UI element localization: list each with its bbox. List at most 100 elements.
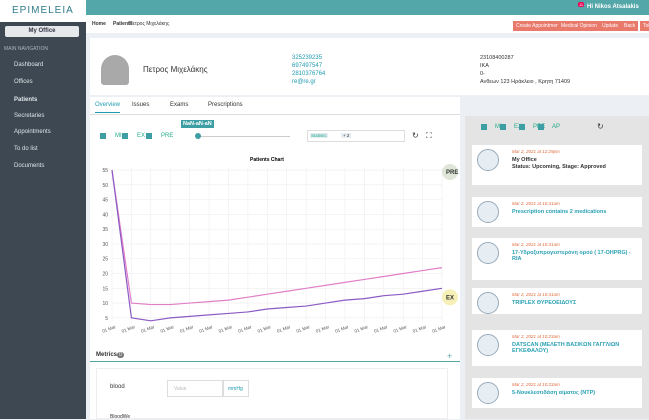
timeline-item[interactable]: Mar 2, 2021 at 10:41am 17-Υδροξυπρογεστερ…	[472, 238, 642, 280]
patient-detail: 23108400287	[480, 55, 514, 61]
y-tick-label: 10	[102, 301, 108, 307]
statistic-select[interactable]	[307, 130, 405, 142]
y-tick-label: 15	[102, 286, 108, 292]
y-tick-label: 45	[102, 198, 108, 204]
action-button[interactable]: Medical Opinion	[558, 21, 600, 31]
notification-badge: 11	[578, 2, 585, 7]
tab[interactable]: Prescriptions	[208, 102, 243, 108]
breadcrumb-item[interactable]: Home	[92, 21, 106, 27]
refresh-icon[interactable]: ↻	[412, 131, 419, 140]
nav-item[interactable]: To do list	[14, 146, 38, 152]
timeline-title: 5-Νουκλεοτιδάση αίματος (NTP)	[512, 390, 596, 396]
x-tick-label: 01 Mar	[412, 324, 427, 334]
x-tick-label: 01 Mar	[431, 324, 446, 334]
timeline-icon	[477, 292, 499, 314]
timeline-icon	[477, 334, 499, 356]
nav-item[interactable]: Dashboard	[14, 62, 44, 68]
x-tick-label: 01 Mar	[393, 324, 408, 334]
timeline-filter[interactable]: AP	[538, 124, 560, 130]
data-line	[111, 169, 443, 306]
nav-item[interactable]: Patients	[14, 97, 38, 103]
metric-field: blood	[110, 384, 125, 390]
y-tick-label: 50	[102, 183, 108, 189]
tabs-divider	[90, 114, 460, 115]
statistic-count: + 2	[341, 133, 352, 138]
nav-item[interactable]: Documents	[14, 163, 45, 169]
metric-input[interactable]: Value	[167, 380, 223, 397]
user-name[interactable]: Hi Nikos Atsalakis	[587, 4, 639, 10]
top-bar	[86, 0, 649, 15]
action-button[interactable]: Back	[621, 21, 639, 31]
nav-item[interactable]: Offices	[14, 79, 33, 85]
timeline-filter[interactable]: MI	[481, 124, 502, 130]
timeline-filter[interactable]: EX	[500, 124, 522, 130]
metrics-add[interactable]: +	[447, 351, 453, 361]
breadcrumb-item[interactable]: Patients	[113, 21, 133, 27]
patient-detail: Ανθεων 123 Ηράκλειο , Κρητη 71409	[480, 79, 571, 85]
x-tick-label: 01 Mar	[121, 324, 136, 334]
timeline-date: Mar 2, 2021 at 10:23am	[512, 382, 560, 387]
data-line	[111, 169, 443, 322]
chart: Patients Chart 5 10 15 20 25 30 35 40 45 50 55 01 Ma…	[101, 157, 458, 334]
sidebar	[0, 0, 86, 419]
timeline-date: Mar 2, 2021 at 12:29pm	[512, 149, 560, 154]
timeline-date: Mar 2, 2021 at 10:23am	[512, 334, 560, 339]
y-tick-label: 25	[102, 257, 108, 263]
timeline-item[interactable]: Mar 2, 2021 at 10:23am DATSCAN (ΜΕΛΕΤΗ ΒΑ…	[472, 330, 642, 366]
slider-handle[interactable]	[195, 133, 201, 139]
timeline-date: Mar 2, 2021 at 10:41am	[512, 292, 560, 297]
breadcrumb-item: Πετρος Μιχελάκης	[129, 21, 170, 27]
action-button[interactable]: Update	[599, 21, 622, 31]
patient-contact: 697497547	[292, 63, 323, 69]
x-tick-label: 01 Mar	[237, 324, 252, 334]
chart-filter[interactable]: PRE	[146, 133, 173, 139]
slider-track[interactable]	[198, 136, 290, 137]
nav-item[interactable]: Appointments	[14, 129, 51, 135]
fullscreen-icon[interactable]: ⛶	[426, 131, 432, 140]
timeline-title: My Office	[512, 157, 537, 163]
timeline-item[interactable]: Mar 2, 2021 at 12:29pm My Office Status: U…	[472, 145, 642, 185]
timeline-title: TRIPLEX ΘΥΡΕΟΕΙΔΟΥΣ	[512, 300, 577, 306]
timeline-date: Mar 2, 2021 at 10:41am	[512, 242, 560, 247]
series-label: EX	[446, 295, 454, 301]
metrics-title: Metrics	[96, 352, 118, 358]
action-button[interactable]: Create Appointment	[513, 21, 564, 31]
metrics-divider	[90, 361, 460, 362]
patient-contact: 325239235	[292, 55, 323, 61]
timeline-icon	[477, 242, 499, 264]
y-tick-label: 30	[102, 242, 108, 248]
action-button[interactable]: ToDo	[640, 21, 649, 31]
metric-unit: mmHg	[223, 380, 249, 397]
timeline-item[interactable]: Mar 2, 2021 at 10:41am TRIPLEX ΘΥΡΕΟΕΙΔΟΥ…	[472, 288, 642, 314]
statistic-label: Statistic	[310, 133, 328, 138]
slider-label: NaN-aN-aN	[181, 120, 214, 128]
x-tick-label: 01 Mar	[218, 324, 233, 334]
timeline-item[interactable]: Mar 2, 2021 at 10:23am 5-Νουκλεοτιδάση αί…	[472, 378, 642, 408]
office-button[interactable]: My Office	[5, 26, 79, 37]
timeline-icon	[477, 149, 499, 171]
tab[interactable]: Overview	[95, 102, 121, 113]
metrics-count: 0	[117, 352, 124, 358]
patient-contact: 2810376764	[292, 71, 326, 77]
timeline-text: Status: Upcoming, Stage: Approved	[512, 164, 606, 170]
x-tick-label: 01 Mar	[334, 324, 349, 334]
timeline-item[interactable]: Mar 2, 2021 at 10:41am Prescription conta…	[472, 197, 642, 227]
timeline-icon	[477, 201, 499, 223]
patient-card	[90, 38, 649, 95]
x-tick-label: 01 Mar	[354, 324, 369, 334]
x-tick-label: 01 Mar	[179, 324, 194, 334]
timeline-refresh[interactable]: ↻	[597, 122, 604, 131]
tab[interactable]: Exams	[170, 102, 189, 108]
nav-item[interactable]: Secretaries	[14, 113, 45, 119]
main-panel	[90, 97, 460, 419]
patient-detail: 0-	[480, 71, 485, 77]
patient-detail: IKA	[480, 63, 489, 69]
tab[interactable]: Issues	[132, 102, 150, 108]
y-tick-label: 55	[102, 168, 108, 174]
patient-name: Πετρος Μιχελάκης	[143, 65, 208, 74]
chart-filter[interactable]: MI	[100, 133, 122, 139]
x-tick-label: 01 Mar	[199, 324, 214, 334]
patient-contact[interactable]: re@re.gr	[292, 79, 316, 85]
chart-filter[interactable]: EX	[122, 133, 145, 139]
